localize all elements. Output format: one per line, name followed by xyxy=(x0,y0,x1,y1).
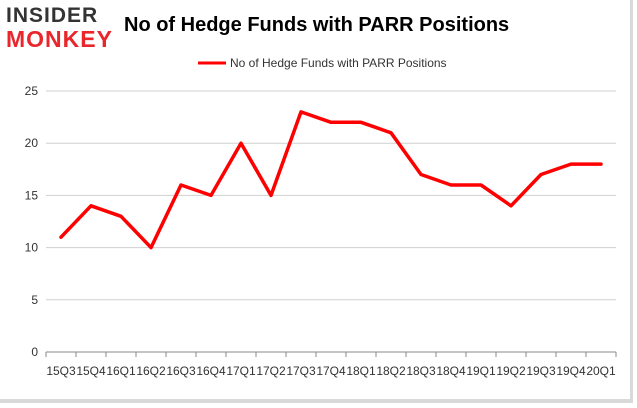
data-point xyxy=(89,204,93,208)
y-tick-label: 15 xyxy=(25,188,39,202)
x-tick-label: 18Q2 xyxy=(376,364,406,378)
data-point xyxy=(269,193,273,197)
x-tick-labels: 15Q3 15Q4 16Q1 16Q2 16Q3 16Q4 17Q1 17Q2 17Q3 17Q4… xyxy=(46,364,616,378)
x-tick-label: 19Q2 xyxy=(496,364,526,378)
x-tick-label: 17Q1 xyxy=(226,364,256,378)
legend-label: No of Hedge Funds with PARR Positions xyxy=(230,56,447,70)
data-point xyxy=(449,183,453,187)
data-point xyxy=(179,183,183,187)
data-point xyxy=(539,173,543,177)
x-tick-label: 19Q1 xyxy=(466,364,496,378)
data-point xyxy=(299,110,303,114)
y-tick-label: 5 xyxy=(31,293,38,307)
series-line xyxy=(59,110,603,250)
y-tick-label: 10 xyxy=(25,241,39,255)
data-point xyxy=(359,120,363,124)
y-tick-label: 20 xyxy=(25,136,39,150)
logo-text-bottom: MONKEY xyxy=(6,26,113,52)
x-tick-label: 18Q4 xyxy=(436,364,466,378)
data-point xyxy=(419,173,423,177)
data-point xyxy=(209,193,213,197)
chart-title: No of Hedge Funds with PARR Positions xyxy=(124,14,510,36)
x-tick-label: 15Q4 xyxy=(76,364,106,378)
x-tick-label: 16Q3 xyxy=(166,364,196,378)
data-point xyxy=(149,246,153,250)
x-tick-label: 18Q3 xyxy=(406,364,436,378)
x-tick-label: 16Q1 xyxy=(106,364,136,378)
legend: No of Hedge Funds with PARR Positions xyxy=(198,56,447,70)
x-tick-label: 16Q2 xyxy=(136,364,166,378)
x-tick-label: 18Q1 xyxy=(346,364,376,378)
x-tick-label: 19Q4 xyxy=(556,364,586,378)
x-tick-label: 17Q3 xyxy=(286,364,316,378)
data-point xyxy=(329,120,333,124)
series-layer xyxy=(59,110,603,250)
x-tick-label: 17Q2 xyxy=(256,364,286,378)
x-tick-label: 20Q1 xyxy=(586,364,616,378)
insider-monkey-logo: INSIDER MONKEY xyxy=(6,4,116,56)
axes xyxy=(45,351,617,357)
x-tick-label: 15Q3 xyxy=(46,364,76,378)
data-point xyxy=(239,141,243,145)
data-point xyxy=(479,183,483,187)
data-point xyxy=(389,131,393,135)
y-tick-label: 25 xyxy=(25,84,39,98)
logo-text-top: INSIDER xyxy=(6,4,99,27)
x-tick-label: 16Q4 xyxy=(196,364,226,378)
x-tick-label: 17Q4 xyxy=(316,364,346,378)
y-tick-labels: 0 5 10 15 20 25 xyxy=(25,84,39,359)
data-point xyxy=(599,162,603,166)
x-tick-label: 19Q3 xyxy=(526,364,556,378)
data-point xyxy=(509,204,513,208)
data-point xyxy=(59,235,63,239)
y-tick-label: 0 xyxy=(31,345,38,359)
data-point xyxy=(119,214,123,218)
data-point xyxy=(569,162,573,166)
